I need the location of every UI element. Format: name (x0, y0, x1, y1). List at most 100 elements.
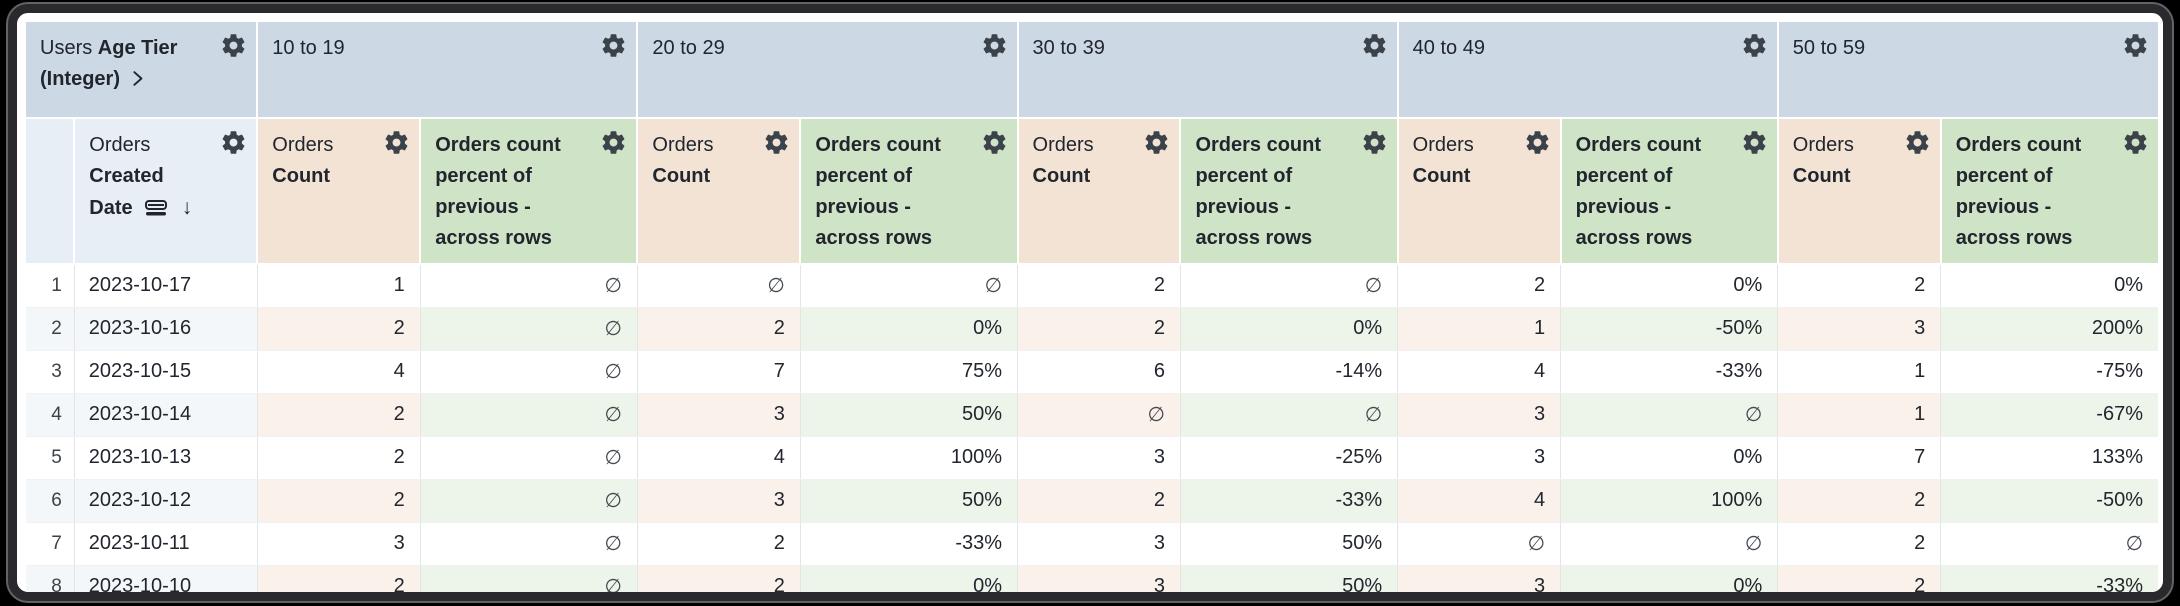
count-cell[interactable]: 4 (1397, 350, 1562, 394)
date-cell[interactable]: 2023-10-10 (74, 565, 258, 592)
gear-icon[interactable] (220, 129, 247, 156)
percent-cell[interactable]: ∅ (1940, 522, 2158, 566)
percent-cell[interactable]: ∅ (1180, 264, 1399, 308)
percent-cell[interactable]: 100% (800, 436, 1019, 480)
count-cell[interactable]: ∅ (1017, 393, 1181, 437)
percent-cell[interactable]: ∅ (800, 264, 1019, 308)
percent-cell[interactable]: 50% (800, 479, 1019, 523)
percent-cell[interactable]: 0% (800, 565, 1019, 592)
percent-cell[interactable]: ∅ (420, 307, 638, 351)
sort-descending-icon[interactable]: ↓ (181, 196, 193, 219)
percent-cell[interactable]: -75% (1940, 350, 2158, 394)
count-cell[interactable]: 6 (1017, 350, 1181, 394)
count-cell[interactable]: 3 (1017, 565, 1181, 592)
percent-cell[interactable]: 133% (1940, 436, 2158, 480)
percent-cell[interactable]: ∅ (1560, 393, 1779, 437)
percent-cell[interactable]: 0% (1560, 565, 1779, 592)
count-cell[interactable]: 2 (637, 307, 801, 351)
percent-cell[interactable]: ∅ (420, 393, 638, 437)
percent-cell[interactable]: 200% (1940, 307, 2158, 351)
date-cell[interactable]: 2023-10-17 (74, 264, 258, 308)
count-cell[interactable]: 4 (637, 436, 801, 480)
count-cell[interactable]: 3 (1017, 436, 1181, 480)
percent-cell[interactable]: 0% (800, 307, 1019, 351)
count-cell[interactable]: 1 (257, 264, 421, 308)
percent-cell[interactable]: ∅ (1560, 522, 1779, 566)
percent-cell[interactable]: ∅ (420, 522, 638, 566)
count-cell[interactable]: 2 (1777, 522, 1942, 566)
percent-cell[interactable]: ∅ (420, 264, 638, 308)
gear-icon[interactable] (1741, 129, 1768, 156)
count-cell[interactable]: 2 (257, 393, 421, 437)
count-cell[interactable]: 2 (257, 479, 421, 523)
gear-icon[interactable] (1904, 129, 1931, 156)
count-cell[interactable]: 3 (1017, 522, 1181, 566)
percent-cell[interactable]: -33% (1560, 350, 1779, 394)
count-cell[interactable]: 2 (1017, 479, 1181, 523)
gear-icon[interactable] (763, 129, 790, 156)
count-cell[interactable]: ∅ (1397, 522, 1562, 566)
date-cell[interactable]: 2023-10-12 (74, 479, 258, 523)
count-cell[interactable]: 3 (1777, 307, 1942, 351)
count-cell[interactable]: 1 (1777, 393, 1942, 437)
percent-cell[interactable]: ∅ (420, 479, 638, 523)
gear-icon[interactable] (1524, 129, 1551, 156)
count-cell[interactable]: 3 (257, 522, 421, 566)
gear-icon[interactable] (981, 32, 1008, 59)
count-cell[interactable]: 2 (1017, 307, 1181, 351)
count-cell[interactable]: 1 (1777, 350, 1942, 394)
percent-cell[interactable]: ∅ (420, 565, 638, 592)
count-cell[interactable]: 2 (1777, 565, 1942, 592)
date-cell[interactable]: 2023-10-13 (74, 436, 258, 480)
percent-cell[interactable]: -50% (1940, 479, 2158, 523)
percent-cell[interactable]: 100% (1560, 479, 1779, 523)
count-cell[interactable]: 2 (1017, 264, 1181, 308)
percent-cell[interactable]: 0% (1940, 264, 2158, 308)
count-cell[interactable]: 2 (257, 436, 421, 480)
count-cell[interactable]: 3 (637, 393, 801, 437)
percent-cell[interactable]: ∅ (420, 350, 638, 394)
count-cell[interactable]: ∅ (637, 264, 801, 308)
percent-cell[interactable]: ∅ (420, 436, 638, 480)
percent-cell[interactable]: -14% (1180, 350, 1399, 394)
percent-cell[interactable]: -50% (1560, 307, 1779, 351)
chevron-right-icon[interactable] (128, 69, 147, 88)
count-cell[interactable]: 3 (1397, 436, 1562, 480)
gear-icon[interactable] (600, 129, 627, 156)
percent-cell[interactable]: ∅ (1180, 393, 1399, 437)
count-cell[interactable]: 2 (1397, 264, 1562, 308)
count-cell[interactable]: 3 (1397, 393, 1562, 437)
percent-cell[interactable]: -33% (1180, 479, 1399, 523)
date-cell[interactable]: 2023-10-15 (74, 350, 258, 394)
date-cell[interactable]: 2023-10-14 (74, 393, 258, 437)
count-cell[interactable]: 4 (257, 350, 421, 394)
gear-icon[interactable] (981, 129, 1008, 156)
gear-icon[interactable] (1361, 129, 1388, 156)
count-cell[interactable]: 7 (1777, 436, 1942, 480)
gear-icon[interactable] (383, 129, 410, 156)
percent-cell[interactable]: 0% (1560, 264, 1779, 308)
percent-cell[interactable]: -33% (800, 522, 1019, 566)
percent-cell[interactable]: 0% (1180, 307, 1399, 351)
count-cell[interactable]: 2 (637, 565, 801, 592)
date-cell[interactable]: 2023-10-16 (74, 307, 258, 351)
gear-icon[interactable] (2122, 129, 2149, 156)
percent-cell[interactable]: 50% (800, 393, 1019, 437)
date-cell[interactable]: 2023-10-11 (74, 522, 258, 566)
count-cell[interactable]: 2 (1777, 479, 1942, 523)
gear-icon[interactable] (1143, 129, 1170, 156)
count-cell[interactable]: 2 (1777, 264, 1942, 308)
gear-icon[interactable] (2122, 32, 2149, 59)
count-cell[interactable]: 7 (637, 350, 801, 394)
count-cell[interactable]: 2 (637, 522, 801, 566)
percent-cell[interactable]: 50% (1180, 565, 1399, 592)
count-cell[interactable]: 3 (1397, 565, 1562, 592)
gear-icon[interactable] (600, 32, 627, 59)
count-cell[interactable]: 3 (637, 479, 801, 523)
percent-cell[interactable]: 50% (1180, 522, 1399, 566)
count-cell[interactable]: 2 (257, 307, 421, 351)
percent-cell[interactable]: -67% (1940, 393, 2158, 437)
percent-cell[interactable]: 75% (800, 350, 1019, 394)
gear-icon[interactable] (220, 32, 247, 59)
percent-cell[interactable]: -25% (1180, 436, 1399, 480)
